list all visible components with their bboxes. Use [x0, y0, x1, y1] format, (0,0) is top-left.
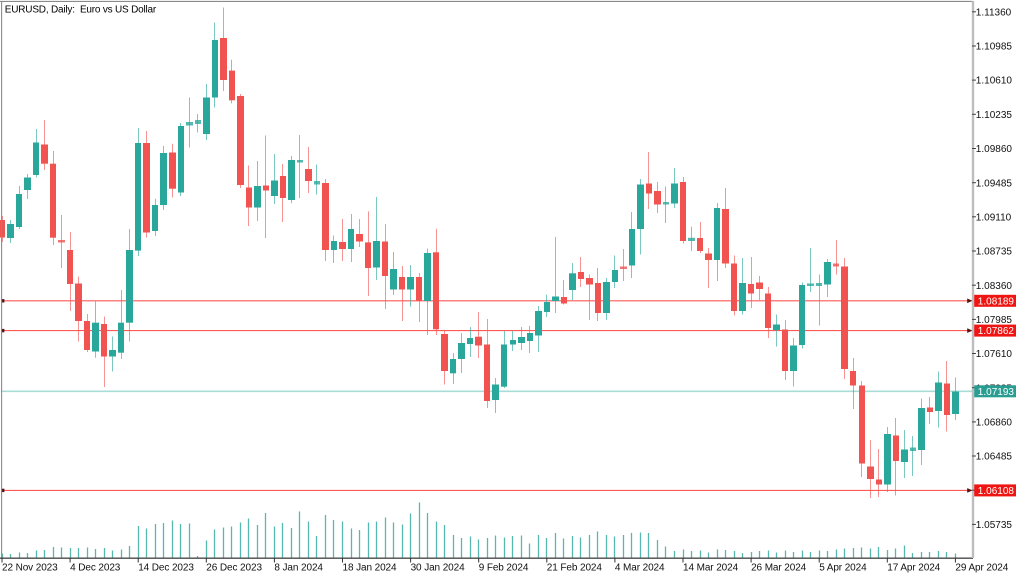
svg-text:4 Dec 2023: 4 Dec 2023 [70, 563, 121, 574]
svg-text:4 Mar 2024: 4 Mar 2024 [615, 563, 665, 574]
svg-text:1.09110: 1.09110 [976, 212, 1012, 223]
svg-text:14 Mar 2024: 14 Mar 2024 [683, 563, 739, 574]
svg-text:30 Jan 2024: 30 Jan 2024 [411, 563, 465, 574]
svg-text:1.07862: 1.07862 [978, 326, 1015, 337]
svg-text:1.06108: 1.06108 [978, 486, 1015, 497]
svg-text:26 Mar 2024: 26 Mar 2024 [751, 563, 807, 574]
svg-text:22 Nov 2023: 22 Nov 2023 [2, 563, 58, 574]
svg-text:9 Feb 2024: 9 Feb 2024 [479, 563, 529, 574]
svg-text:21 Feb 2024: 21 Feb 2024 [547, 563, 603, 574]
svg-text:29 Apr 2024: 29 Apr 2024 [955, 563, 1008, 574]
svg-text:1.07610: 1.07610 [976, 349, 1013, 360]
svg-text:1.09860: 1.09860 [976, 144, 1013, 155]
svg-text:5 Apr 2024: 5 Apr 2024 [819, 563, 867, 574]
svg-text:18 Jan 2024: 18 Jan 2024 [343, 563, 397, 574]
svg-text:EURUSD, Daily: Euro vs US Dol: EURUSD, Daily: Euro vs US Dollar [5, 5, 157, 16]
svg-text:1.06860: 1.06860 [976, 418, 1013, 429]
svg-text:1.07985: 1.07985 [976, 315, 1013, 326]
svg-text:1.06485: 1.06485 [976, 452, 1013, 463]
svg-text:1.08189: 1.08189 [978, 296, 1015, 307]
svg-text:1.05735: 1.05735 [976, 520, 1013, 531]
svg-text:14 Dec 2023: 14 Dec 2023 [138, 563, 194, 574]
svg-text:1.09485: 1.09485 [976, 178, 1013, 189]
svg-text:1.07193: 1.07193 [978, 387, 1015, 398]
svg-text:1.10985: 1.10985 [976, 42, 1013, 53]
svg-text:1.10610: 1.10610 [976, 76, 1013, 87]
svg-text:17 Apr 2024: 17 Apr 2024 [887, 563, 940, 574]
svg-text:1.10235: 1.10235 [976, 110, 1013, 121]
svg-text:26 Dec 2023: 26 Dec 2023 [206, 563, 262, 574]
svg-text:1.08360: 1.08360 [976, 281, 1013, 292]
svg-text:1.11360: 1.11360 [976, 7, 1012, 18]
svg-text:8 Jan 2024: 8 Jan 2024 [274, 563, 323, 574]
svg-text:1.08735: 1.08735 [976, 247, 1013, 258]
